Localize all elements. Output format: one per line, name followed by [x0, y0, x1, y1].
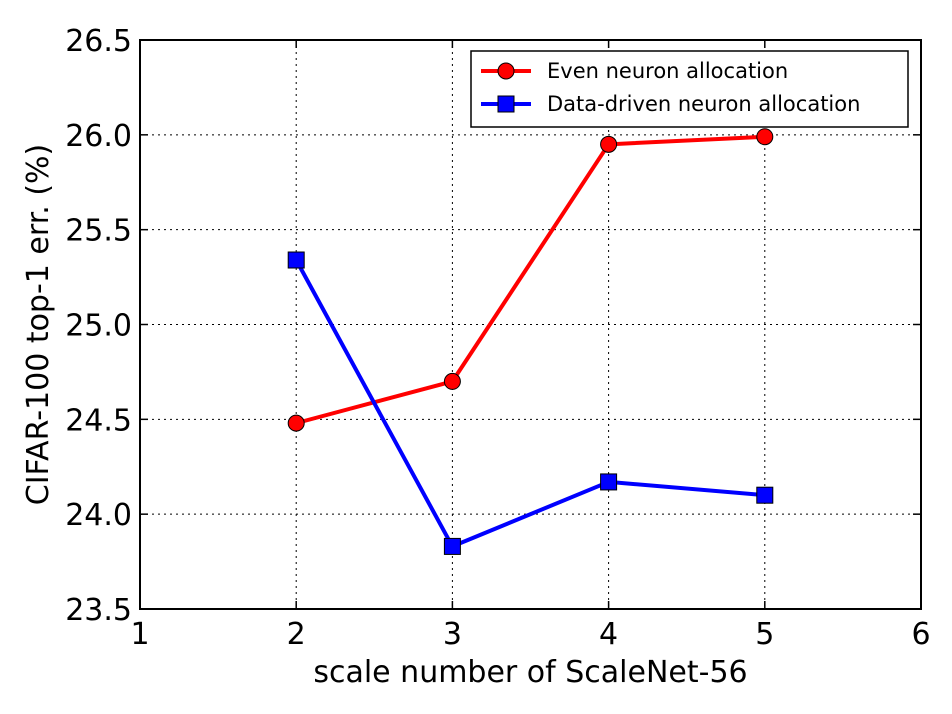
x-tick-label: 4: [599, 617, 618, 652]
legend-box: [470, 50, 909, 128]
x-tick-label: 1: [130, 617, 149, 652]
axis-ticks: [139, 39, 922, 610]
data-point-series-1: [600, 135, 618, 153]
y-tick-labels: 23.5 24.0 24.5 25.0 25.5 26.0 26.5: [65, 24, 132, 628]
series-line-1: [295, 134, 765, 426]
y-tick-label: 25.0: [65, 309, 132, 344]
legend-label-1: Even neuron allocation: [547, 59, 788, 83]
data-point-series-2: [756, 486, 774, 504]
y-tick-label: 24.5: [65, 403, 132, 438]
y-tick-label: 26.0: [65, 119, 132, 154]
legend-label-2: Data-driven neuron allocation: [547, 92, 860, 116]
y-tick-label: 26.5: [65, 24, 132, 59]
data-point-series-1: [287, 414, 305, 432]
legend: Even neuron allocation Data-driven neuron…: [470, 50, 909, 128]
y-axis-title: CIFAR-100 top-1 err. (%): [21, 144, 56, 506]
legend-marker-2: [497, 95, 515, 113]
data-point-series-1: [443, 372, 461, 390]
data-point-series-2: [443, 537, 461, 555]
x-tick-label: 6: [911, 617, 930, 652]
x-tick-label: 2: [287, 617, 306, 652]
x-tick-label: 5: [755, 617, 774, 652]
legend-marker-1: [497, 62, 515, 80]
data-point-series-1: [756, 128, 774, 146]
x-tick-labels: 1 2 3 4 5 6: [130, 617, 930, 652]
data-point-series-2: [287, 251, 305, 269]
x-axis-title: scale number of ScaleNet-56: [313, 655, 747, 690]
y-tick-label: 23.5: [65, 593, 132, 628]
data-point-series-2: [600, 473, 618, 491]
x-tick-label: 3: [443, 617, 462, 652]
series-line-2: [294, 259, 765, 549]
y-tick-label: 24.0: [65, 498, 132, 533]
y-tick-label: 25.5: [65, 214, 132, 249]
series-markers: [287, 128, 774, 555]
series-lines: [294, 134, 765, 549]
